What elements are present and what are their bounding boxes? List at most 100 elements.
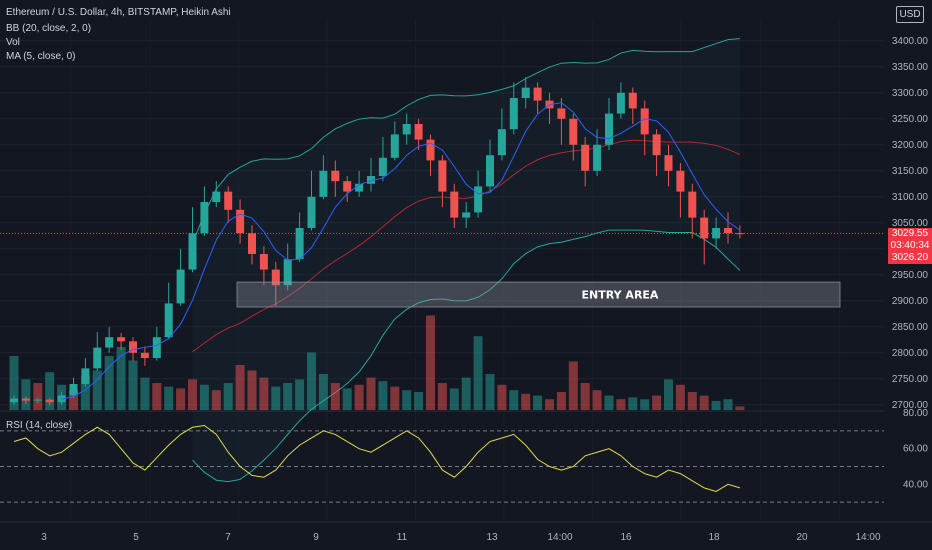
volume-bar (307, 352, 316, 410)
candle-body (105, 337, 114, 348)
candle-body (355, 183, 364, 192)
volume-bar (414, 392, 424, 410)
volume-bar (675, 384, 685, 410)
volume-bar (45, 372, 55, 410)
candle-body (664, 155, 673, 171)
volume-bar (664, 379, 673, 410)
volume-bar (199, 384, 209, 410)
rsi-tick-label: 80.00 (903, 408, 928, 419)
price-tick-label: 3350.00 (892, 62, 929, 73)
candle-body (93, 347, 102, 369)
candle-body (236, 209, 245, 234)
volume-bar (33, 383, 43, 410)
candle-body (628, 92, 637, 109)
volume-bar (640, 399, 650, 410)
volume-bar (402, 390, 412, 410)
candle-body (45, 399, 54, 403)
candle-body (557, 108, 566, 119)
candle-body (593, 144, 602, 171)
volume-bar (152, 383, 162, 410)
candle-body (688, 191, 697, 218)
candle-body (378, 157, 387, 176)
candle-body (188, 233, 197, 270)
volume-bar (735, 406, 745, 410)
bb-fill (192, 38, 740, 482)
entry-area-box (236, 281, 841, 308)
candle-body (33, 399, 42, 401)
candle-body (331, 170, 340, 182)
bb-lower (192, 229, 741, 483)
volume-bar (21, 379, 31, 410)
volume-bar (247, 370, 257, 410)
volume-bar (295, 379, 305, 410)
rsi-label: RSI (14, close) (6, 420, 73, 431)
candle-body (616, 92, 625, 114)
volume-bar (533, 395, 543, 410)
candle-body (426, 139, 435, 161)
candle-body (140, 352, 149, 358)
candle-body (259, 254, 268, 270)
volume-bar (509, 390, 519, 410)
candle-body (69, 384, 78, 396)
candle-body (521, 87, 530, 98)
rsi-tick-label: 40.00 (903, 479, 928, 490)
price-tick-label: 3200.00 (892, 140, 929, 151)
volume-bar (271, 386, 281, 410)
candle-body (735, 233, 744, 235)
volume-bar (545, 399, 554, 410)
currency-selector[interactable]: USD (896, 6, 924, 23)
candle-body (319, 170, 328, 197)
volume-bar (235, 365, 245, 410)
ma-line (61, 102, 741, 400)
volume-bar (473, 336, 483, 410)
time-tick-label: 18 (708, 532, 720, 543)
candle-body (176, 269, 185, 304)
candle-body (283, 259, 292, 286)
candles (10, 77, 744, 406)
volume-bar (556, 392, 566, 410)
candle-body (200, 202, 209, 234)
volume-bar (116, 347, 126, 410)
low-price-tag: 3026.20 (888, 252, 932, 264)
candle-body (640, 108, 649, 135)
candle-body (533, 87, 542, 101)
volume-bar (366, 377, 376, 410)
volume-bar (211, 390, 221, 410)
countdown-tag: 03:40:34 (888, 240, 932, 252)
volume-bar (497, 384, 507, 410)
volume-bar (426, 315, 435, 410)
price-tick-label: 2750.00 (892, 374, 929, 385)
candle-body (438, 160, 447, 192)
time-axis: 3 5 7 9 11 13 14:00 16 18 20 14:00 (0, 521, 932, 543)
volume-bar (69, 390, 78, 410)
price-tick-label: 2850.00 (892, 322, 929, 333)
volume-bar (9, 356, 19, 410)
candle-body (605, 113, 613, 145)
price-tick-label: 3400.00 (892, 36, 929, 47)
volume-bar (521, 393, 531, 410)
price-tick-label: 3250.00 (892, 114, 929, 125)
time-tick-label: 5 (133, 532, 139, 543)
price-tick-label: 3050.00 (892, 218, 929, 229)
bollinger-bands (192, 38, 741, 483)
rsi-tick-label: 60.00 (903, 444, 928, 455)
volume-bar (354, 384, 364, 410)
volume-bar (580, 383, 590, 410)
candle-body (450, 191, 459, 218)
legend-ma: MA (5, close, 0) (6, 51, 76, 62)
candle-body (700, 217, 709, 239)
candle-body (212, 191, 221, 202)
candle-body (652, 134, 661, 156)
price-tick-label: 2900.00 (892, 296, 929, 307)
volume-bars (9, 315, 745, 410)
candle-body (224, 191, 233, 210)
volume-bar (616, 399, 626, 410)
volume-bar (461, 377, 471, 410)
volume-bar (604, 395, 614, 410)
bb-upper (192, 38, 740, 244)
rsi-pane: 80.00 60.00 40.00 (0, 408, 928, 503)
candle-body (248, 233, 256, 254)
volume-bar (318, 374, 328, 410)
volume-bar (652, 395, 662, 410)
